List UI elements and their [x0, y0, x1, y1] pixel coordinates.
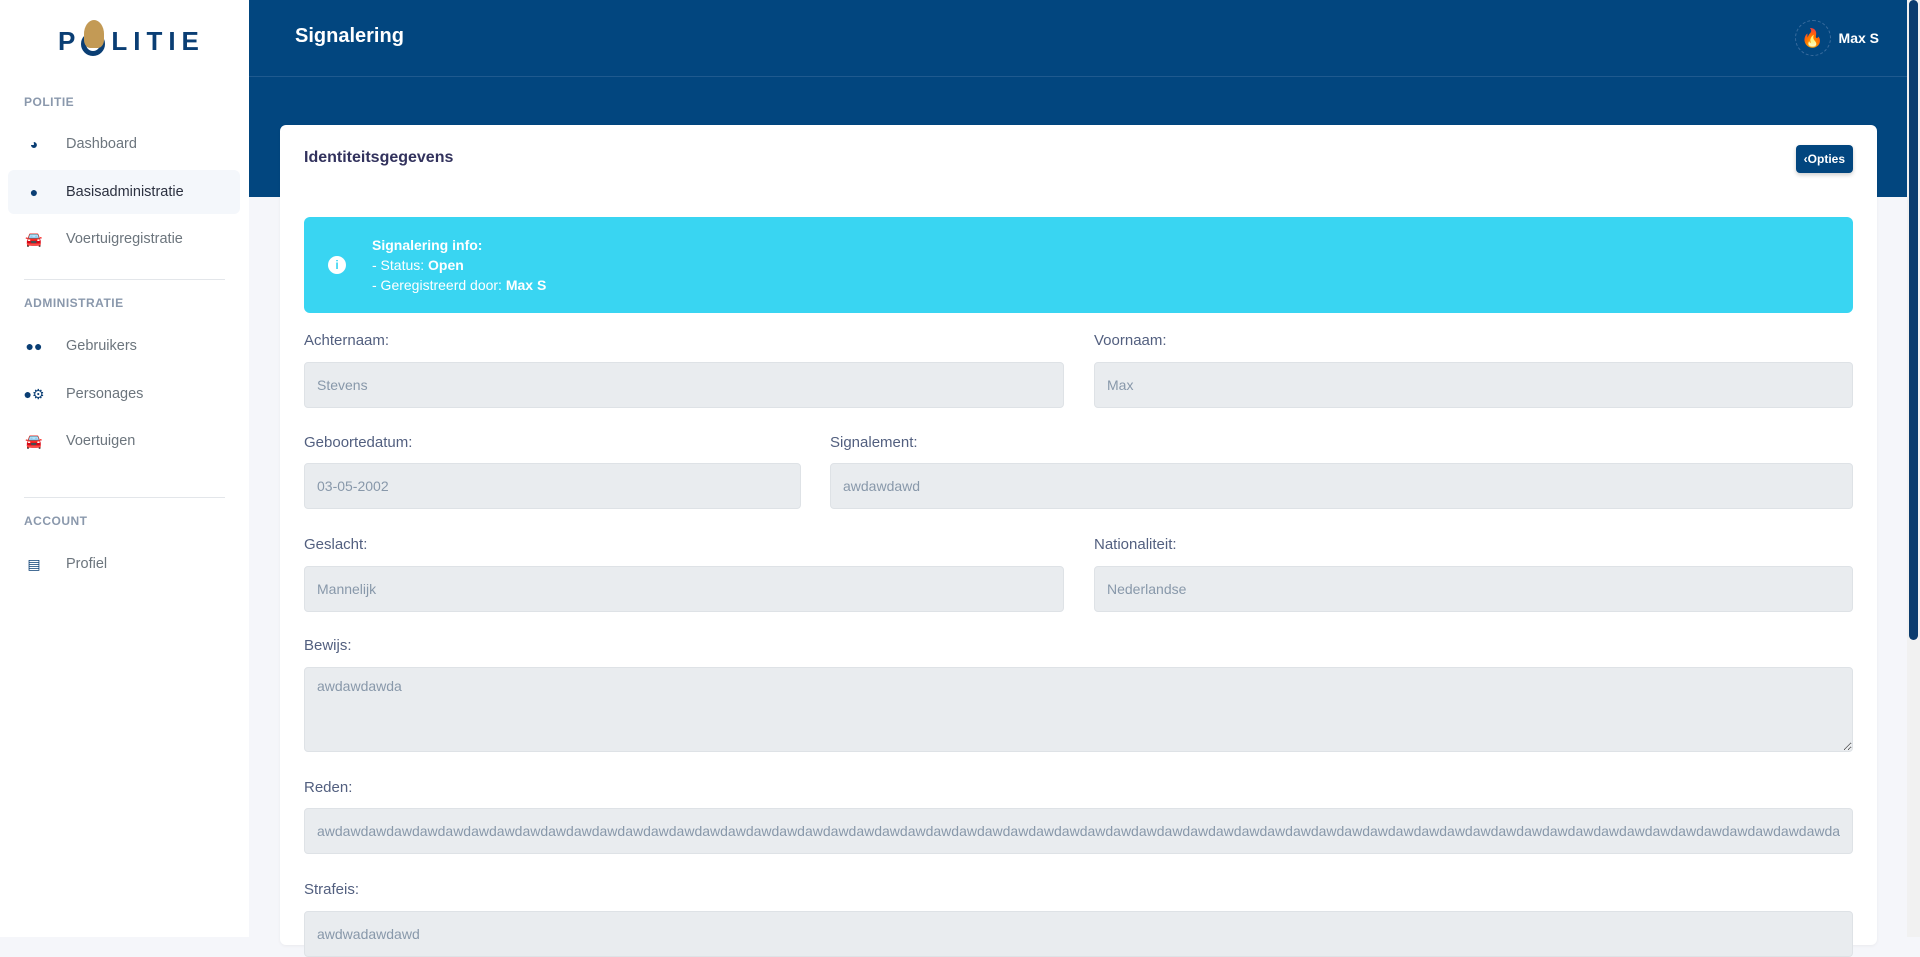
voornaam-input[interactable] [1094, 362, 1853, 408]
achternaam-input[interactable] [304, 362, 1064, 408]
signalement-input[interactable] [830, 463, 1853, 509]
registered-label: - Geregistreerd door: [372, 277, 506, 293]
options-button[interactable]: ‹Opties [1795, 145, 1853, 173]
user-name: Max S [1838, 30, 1879, 46]
strafeis-input[interactable] [304, 911, 1853, 957]
politie-logo[interactable]: P LITIE [58, 20, 205, 57]
bewijs-textarea[interactable]: awdawdawda [304, 667, 1853, 752]
sidebar-item-label: Voertuigen [66, 433, 136, 449]
sidebar-item-label: Basisadministratie [66, 184, 184, 200]
user-cog-icon: ●⚙ [23, 385, 45, 402]
achternaam-label: Achternaam: [304, 332, 390, 349]
section-label-account: ACCOUNT [24, 514, 88, 528]
section-label-administratie: ADMINISTRATIE [24, 296, 124, 310]
car-icon: 🚘 [25, 432, 43, 449]
registered-value: Max S [505, 277, 547, 293]
voornaam-label: Voornaam: [1094, 332, 1167, 349]
car-icon: 🚘 [25, 230, 43, 247]
card-title: Identiteitsgegevens [304, 149, 454, 166]
pie-chart-icon: ◕ [29, 136, 39, 152]
sidebar-item-voertuigregistratie[interactable]: 🚘 Voertuigregistratie [8, 217, 240, 261]
id-card-icon: ▤ [27, 555, 41, 572]
sidebar-item-dashboard[interactable]: ◕ Dashboard [8, 122, 240, 166]
user-menu[interactable]: 🔥 Max S [1794, 20, 1879, 56]
reden-input[interactable] [304, 808, 1853, 854]
sidebar-item-voertuigen[interactable]: 🚘 Voertuigen [8, 419, 240, 463]
user-icon: ● [29, 184, 39, 200]
users-icon: ●● [25, 338, 43, 354]
sidebar-item-label: Personages [66, 386, 144, 402]
alert-heading: Signalering info: [372, 237, 483, 253]
strafeis-label: Strafeis: [304, 881, 360, 898]
page-title: Signalering [295, 25, 404, 47]
divider [24, 279, 225, 280]
divider [24, 497, 225, 498]
sidebar-item-profiel[interactable]: ▤ Profiel [8, 542, 240, 586]
info-icon: i [328, 256, 346, 274]
sidebar-item-label: Voertuigregistratie [66, 231, 183, 247]
identity-card: Identiteitsgegevens ‹Opties i Signalerin… [280, 125, 1877, 957]
geboortedatum-input[interactable] [304, 463, 801, 509]
geslacht-input[interactable] [304, 566, 1064, 612]
signalement-label: Signalement: [830, 434, 918, 451]
scrollbar[interactable] [1907, 0, 1920, 937]
status-label: - Status: [372, 257, 429, 273]
sidebar-item-personages[interactable]: ●⚙ Personages [8, 372, 240, 416]
geslacht-label: Geslacht: [304, 536, 368, 553]
section-label-politie: POLITIE [24, 95, 75, 109]
sidebar: P LITIE POLITIE ◕ Dashboard ● Basisadminist… [0, 0, 249, 937]
options-label: Opties [1807, 152, 1845, 166]
nationaliteit-label: Nationaliteit: [1094, 536, 1177, 553]
sidebar-item-label: Gebruikers [66, 338, 137, 354]
sidebar-item-gebruikers[interactable]: ●● Gebruikers [8, 324, 240, 368]
reden-label: Reden: [304, 779, 353, 796]
scrollbar-thumb[interactable] [1909, 0, 1918, 640]
info-alert: i Signalering info: - Status: Open - Ger… [304, 217, 1853, 313]
nationaliteit-input[interactable] [1094, 566, 1853, 612]
sidebar-item-label: Dashboard [66, 136, 137, 152]
sidebar-item-label: Profiel [66, 556, 108, 572]
bewijs-label: Bewijs: [304, 637, 352, 654]
chevron-left-icon: ‹ [1803, 152, 1808, 166]
avatar: 🔥 [1794, 20, 1831, 56]
sidebar-item-basisadministratie[interactable]: ● Basisadministratie [8, 170, 240, 214]
status-value: Open [428, 257, 464, 273]
divider [249, 76, 1907, 77]
geboortedatum-label: Geboortedatum: [304, 434, 413, 451]
